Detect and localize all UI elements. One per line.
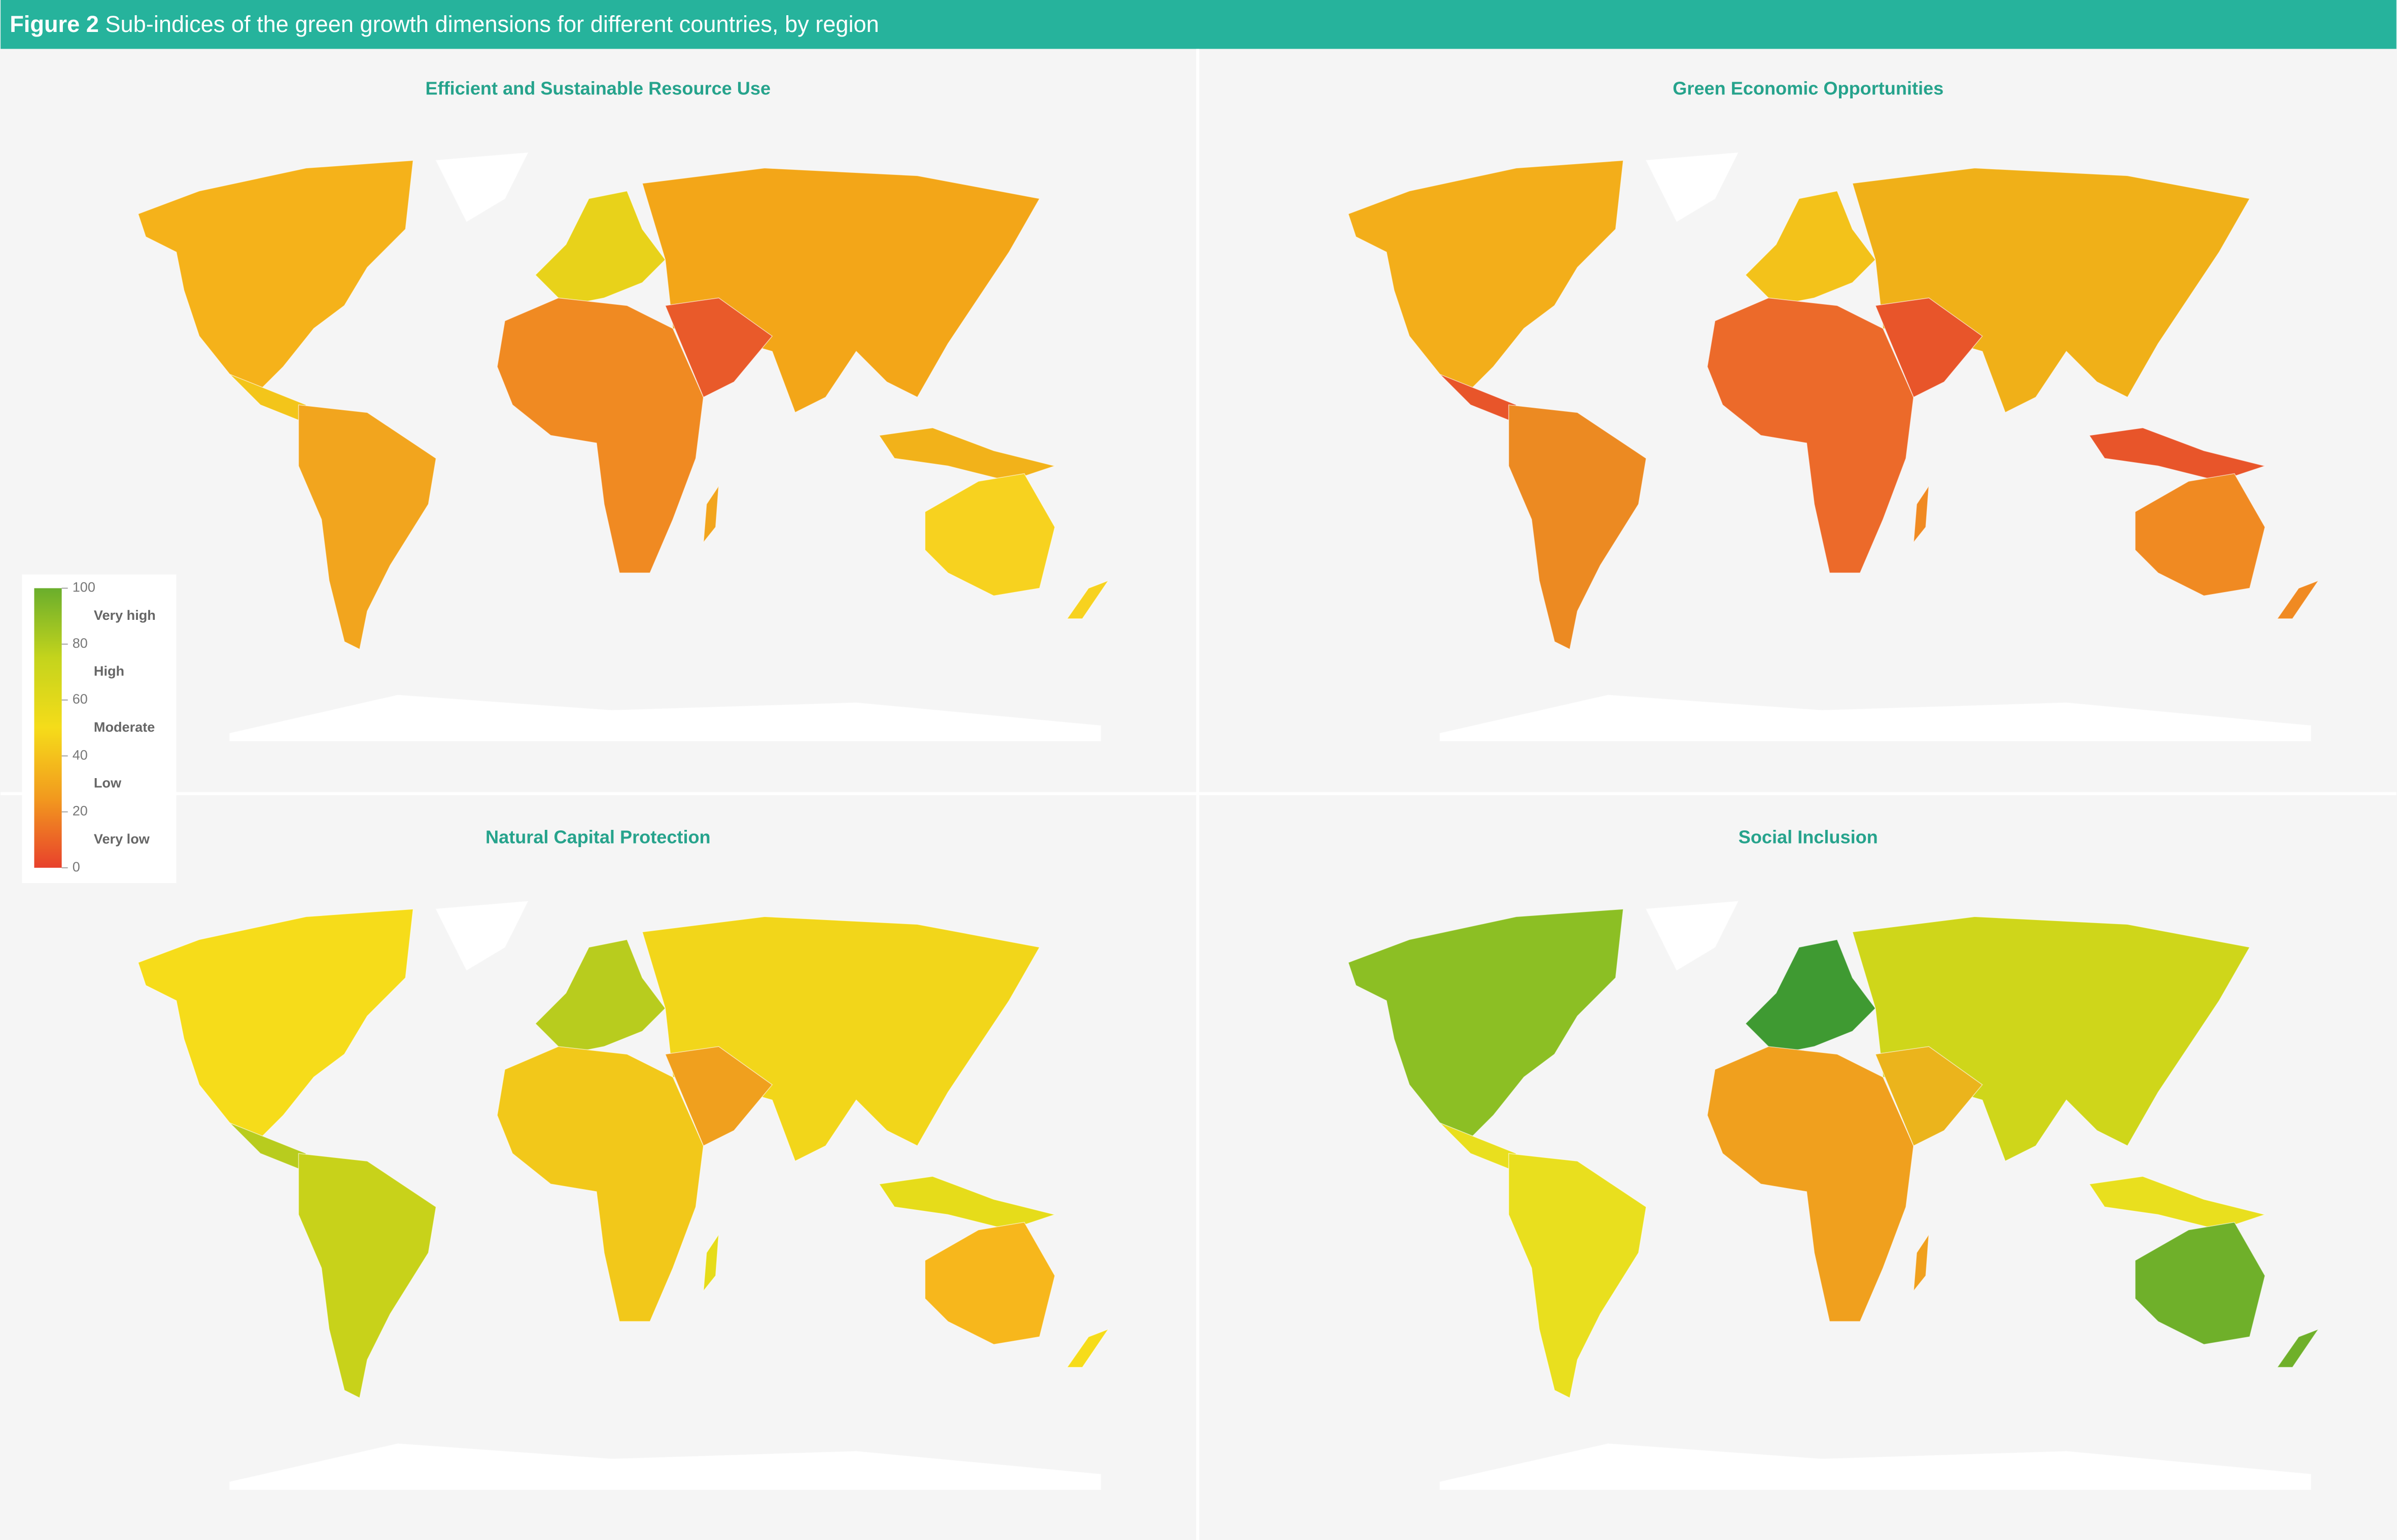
map-panel: Natural Capital Protection	[137, 827, 1109, 1490]
new-zealand	[2276, 1328, 2320, 1368]
new-zealand	[1066, 1328, 1109, 1368]
tick-label: 20	[73, 803, 88, 819]
maps: Efficient and Sustainable Resource Use Gr…	[137, 78, 2320, 1490]
antarctica	[229, 694, 1101, 742]
greenland	[435, 901, 529, 971]
category-label: Very high	[94, 607, 156, 623]
panel-title: Social Inclusion	[1739, 827, 1878, 848]
antarctica	[229, 1443, 1101, 1490]
south-america	[1508, 404, 1647, 650]
southeast-asia	[878, 1176, 1057, 1231]
figure-title: Sub-indices of the green growth dimensio…	[105, 11, 879, 37]
new-zealand	[2276, 579, 2320, 619]
tick-label: 100	[73, 579, 95, 595]
south-america	[298, 1153, 437, 1399]
tick-label: 40	[73, 747, 88, 762]
panel-title: Natural Capital Protection	[485, 827, 711, 848]
middle-east	[665, 297, 773, 398]
north-america	[137, 160, 414, 390]
header-bar	[1, 0, 2396, 49]
greenland	[435, 152, 529, 222]
antarctica	[1439, 1443, 2311, 1490]
panel-title: Green Economic Opportunities	[1673, 78, 1943, 99]
tick-label: 60	[73, 691, 88, 707]
africa	[497, 297, 704, 574]
category-label: Very low	[94, 831, 150, 847]
middle-east	[1874, 297, 1983, 398]
australia	[924, 473, 1056, 597]
legend: 0 20 40 60 80 100 Very low Low Moderate High Very …	[22, 574, 177, 883]
africa	[1707, 1046, 1914, 1322]
southeast-asia	[878, 427, 1057, 482]
tick-label: 0	[73, 859, 80, 874]
madagascar	[703, 484, 719, 544]
color-bar	[34, 588, 62, 868]
north-america	[1347, 160, 1624, 390]
map-panel: Green Economic Opportunities	[1347, 78, 2320, 742]
north-america	[1347, 908, 1624, 1139]
tick-label: 80	[73, 635, 88, 651]
africa	[497, 1046, 704, 1322]
southeast-asia	[2089, 427, 2267, 482]
figure-label: Figure 2	[10, 11, 99, 37]
header-title: Figure 2 Sub-indices of the green growth…	[10, 11, 879, 37]
map-panel: Efficient and Sustainable Resource Use	[137, 78, 1109, 742]
south-america	[298, 404, 437, 650]
antarctica	[1439, 694, 2311, 742]
category-label: Low	[94, 775, 122, 791]
north-america	[137, 908, 414, 1139]
south-america	[1508, 1153, 1647, 1399]
australia	[2135, 473, 2266, 597]
madagascar	[1913, 1233, 1930, 1292]
middle-east	[665, 1046, 773, 1146]
southeast-asia	[2089, 1176, 2267, 1231]
category-label: High	[94, 663, 124, 679]
africa	[1707, 297, 1914, 574]
greenland	[1645, 901, 1739, 971]
middle-east	[1874, 1046, 1983, 1146]
australia	[2135, 1221, 2266, 1345]
madagascar	[1913, 484, 1930, 544]
australia	[924, 1221, 1056, 1345]
new-zealand	[1066, 579, 1109, 619]
map-panel: Social Inclusion	[1347, 827, 2320, 1490]
greenland	[1645, 152, 1739, 222]
panel-title: Efficient and Sustainable Resource Use	[426, 78, 771, 99]
madagascar	[703, 1233, 719, 1292]
category-label: Moderate	[94, 719, 155, 734]
